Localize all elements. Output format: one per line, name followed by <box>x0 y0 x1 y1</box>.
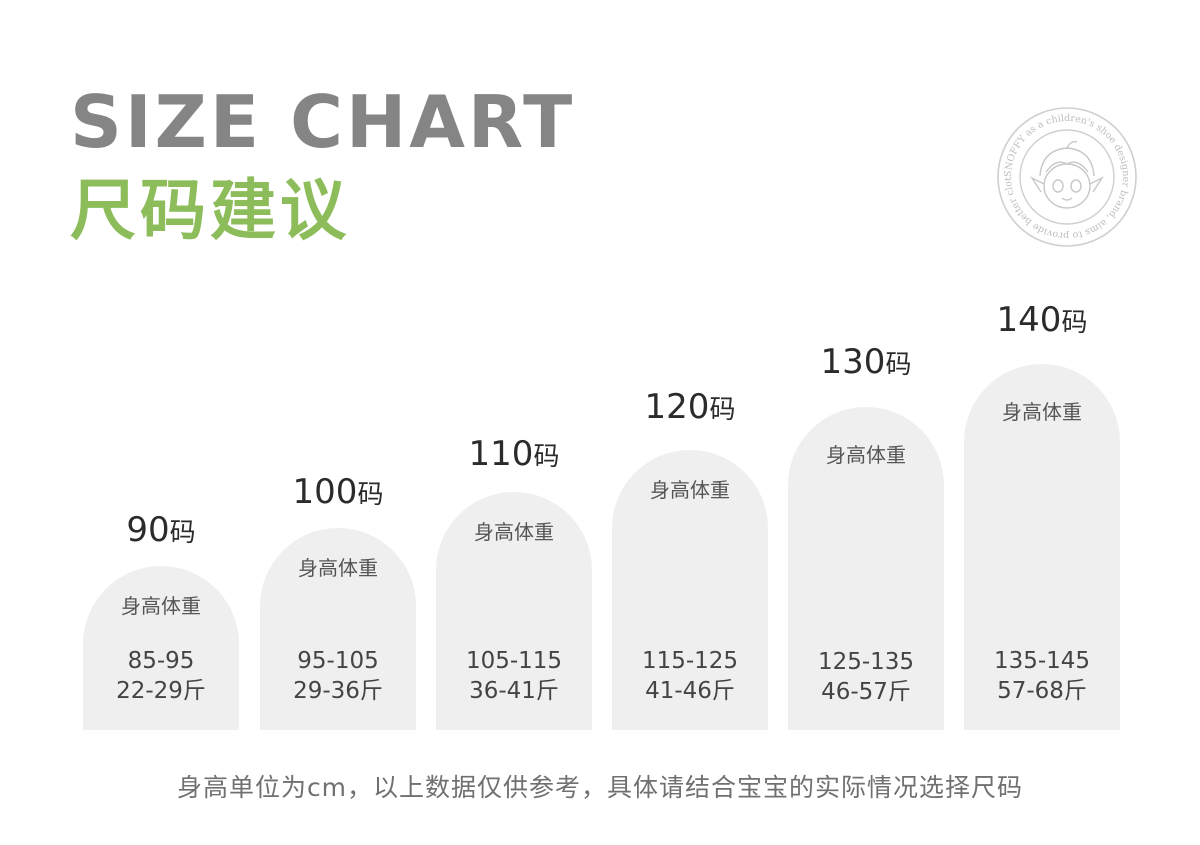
weight-range: 46-57斤 <box>821 679 911 705</box>
seal-text: SNOFFY as a children's shoe designer bra… <box>996 106 1131 241</box>
height-range: 85-95 <box>127 648 195 674</box>
brand-seal: SNOFFY as a children's shoe designer bra… <box>996 106 1137 247</box>
size-label: 90码 <box>83 513 239 547</box>
size-label: 130码 <box>788 345 944 379</box>
size-label: 120码 <box>612 390 768 424</box>
size-label: 110码 <box>436 437 592 471</box>
height-weight-header: 身高体重 <box>474 520 554 544</box>
size-arch: 身高体重 125-135 46-57斤 <box>788 407 944 730</box>
weight-range: 29-36斤 <box>293 678 383 704</box>
size-label: 100码 <box>260 475 416 509</box>
size-column: 100码 身高体重 95-105 29-36斤 <box>260 470 416 730</box>
height-range: 105-115 <box>465 648 563 674</box>
size-unit: 码 <box>885 350 912 380</box>
height-weight-header: 身高体重 <box>298 556 378 580</box>
footnote: 身高单位为cm，以上数据仅供参考，具体请结合宝宝的实际情况选择尺码 <box>176 773 1024 802</box>
size-arch: 身高体重 115-125 41-46斤 <box>612 450 768 730</box>
height-range: 115-125 <box>641 648 739 674</box>
size-number: 130 <box>820 342 886 382</box>
size-arch: 身高体重 95-105 29-36斤 <box>260 528 416 730</box>
size-number: 90 <box>126 510 170 550</box>
size-number: 110 <box>468 434 534 474</box>
size-arch: 身高体重 135-145 57-68斤 <box>964 364 1120 730</box>
size-unit: 码 <box>1061 308 1088 338</box>
size-column: 110码 身高体重 105-115 36-41斤 <box>436 432 592 730</box>
size-arch: 身高体重 105-115 36-41斤 <box>436 492 592 730</box>
height-range: 135-145 <box>993 648 1091 674</box>
size-unit: 码 <box>533 442 560 472</box>
size-unit: 码 <box>357 480 384 510</box>
size-number: 140 <box>996 300 1062 340</box>
weight-range: 22-29斤 <box>116 678 206 704</box>
weight-range: 41-46斤 <box>645 678 735 704</box>
height-weight-header: 身高体重 <box>826 443 906 467</box>
size-column: 130码 身高体重 125-135 46-57斤 <box>788 340 944 730</box>
size-column: 90码 身高体重 85-95 22-29斤 <box>83 508 239 730</box>
height-weight-header: 身高体重 <box>121 594 201 618</box>
height-range: 125-135 <box>817 649 915 675</box>
size-number: 100 <box>292 472 358 512</box>
size-arch: 身高体重 85-95 22-29斤 <box>83 566 239 730</box>
weight-range: 57-68斤 <box>997 678 1087 704</box>
size-unit: 码 <box>709 395 736 425</box>
size-number: 120 <box>644 387 710 427</box>
page-title-english: SIZE CHART <box>70 80 576 164</box>
weight-range: 36-41斤 <box>469 678 559 704</box>
size-column: 120码 身高体重 115-125 41-46斤 <box>612 385 768 730</box>
height-weight-header: 身高体重 <box>1002 400 1082 424</box>
height-range: 95-105 <box>297 648 379 674</box>
page-title-chinese: 尺码建议 <box>70 172 350 249</box>
cartoon-child-face-icon <box>1030 140 1104 209</box>
size-label: 140码 <box>964 303 1120 337</box>
size-unit: 码 <box>169 518 196 548</box>
size-column: 140码 身高体重 135-145 57-68斤 <box>964 298 1120 730</box>
height-weight-header: 身高体重 <box>650 478 730 502</box>
